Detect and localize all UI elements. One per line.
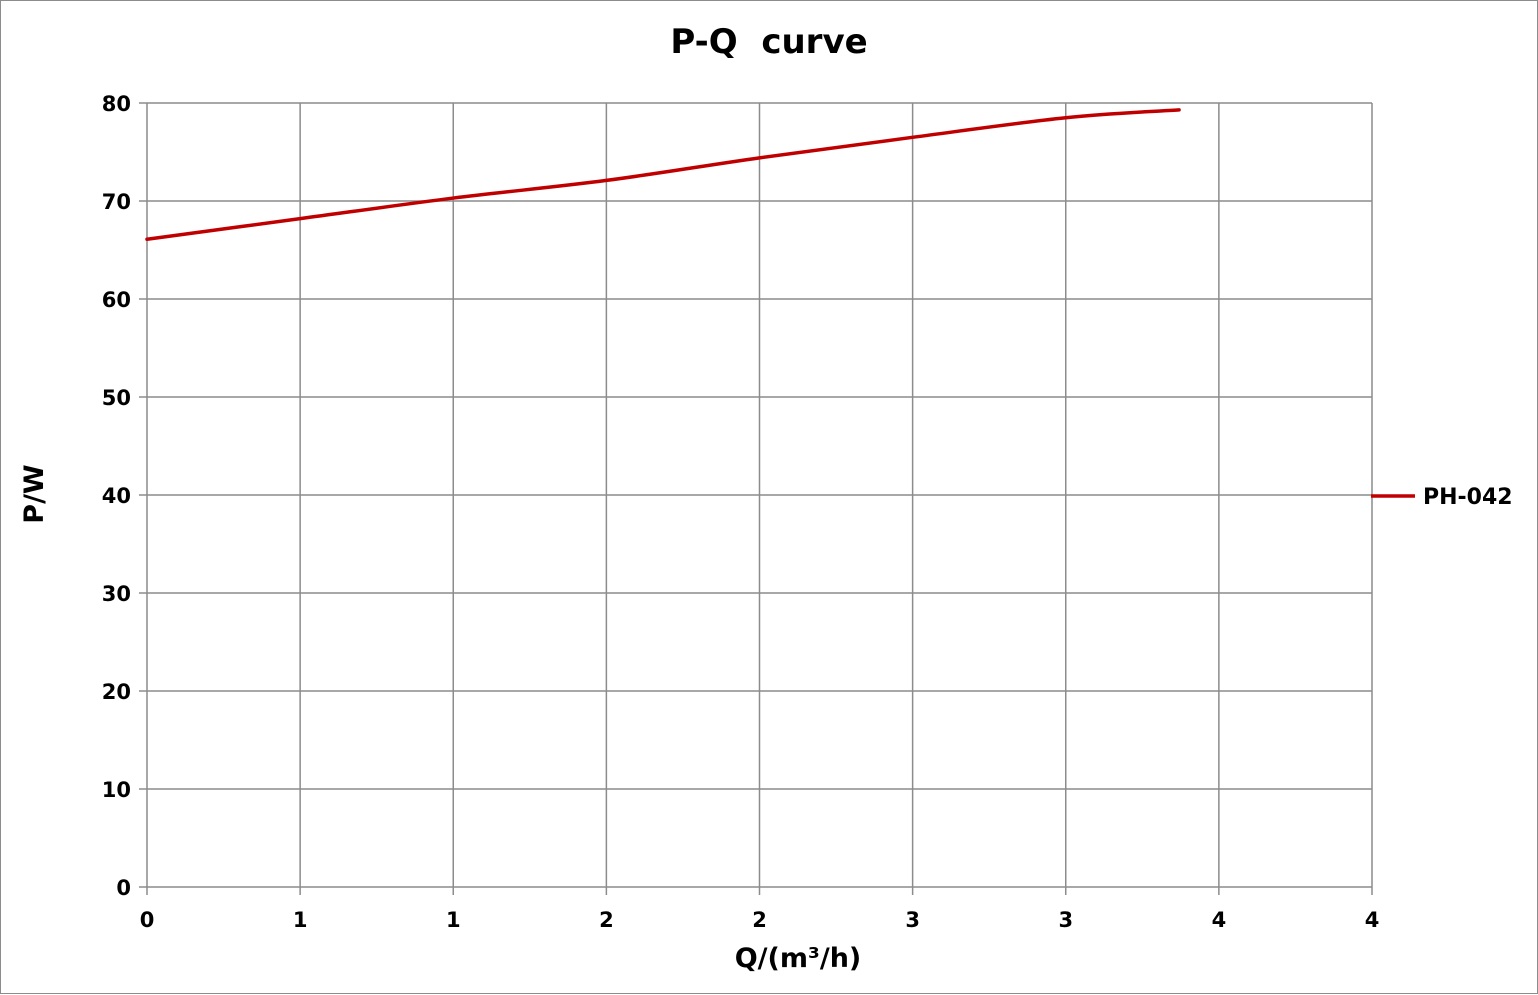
grid-lines bbox=[146, 102, 1373, 888]
y-tick-label: 50 bbox=[102, 386, 131, 410]
x-tick-label: 2 bbox=[599, 908, 614, 932]
y-tick-label: 40 bbox=[102, 484, 131, 508]
y-tick-label: 80 bbox=[102, 92, 131, 116]
y-tick-label: 10 bbox=[102, 778, 131, 802]
y-tick-label: 60 bbox=[102, 288, 131, 312]
legend-label: PH-042 bbox=[1423, 485, 1513, 510]
x-tick-label: 3 bbox=[1058, 908, 1073, 932]
y-tick-label: 0 bbox=[116, 876, 131, 900]
x-tick-label: 1 bbox=[446, 908, 461, 932]
y-tick-label: 70 bbox=[102, 190, 131, 214]
x-axis-label: Q/(m³/h) bbox=[735, 943, 862, 974]
y-tick-label: 30 bbox=[102, 582, 131, 606]
legend: PH-042 bbox=[1371, 485, 1513, 510]
y-tick-label: 20 bbox=[102, 680, 131, 704]
series-line bbox=[145, 108, 1181, 241]
chart-title: P-Q curve bbox=[670, 22, 867, 62]
x-tick-label: 0 bbox=[140, 908, 155, 932]
y-axis-label: P/W bbox=[19, 464, 50, 523]
x-tick-label: 4 bbox=[1212, 908, 1227, 932]
x-tick-label: 2 bbox=[752, 908, 767, 932]
x-tick-label: 4 bbox=[1365, 908, 1380, 932]
x-tick-label: 3 bbox=[905, 908, 920, 932]
series-lines bbox=[145, 108, 1181, 241]
x-tick-label: 1 bbox=[293, 908, 308, 932]
